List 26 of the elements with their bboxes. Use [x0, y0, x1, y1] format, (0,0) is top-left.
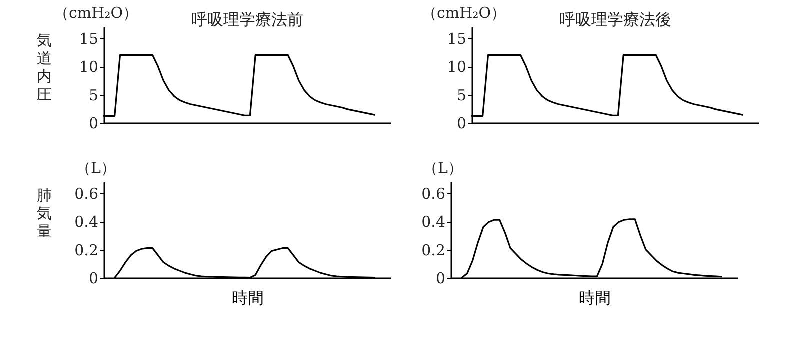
y-tick-label: 15	[79, 30, 98, 48]
y-tick-label: 0	[88, 114, 98, 132]
y-axis-title: 肺気量	[37, 186, 52, 240]
y-tick-label: 5	[88, 86, 98, 104]
y-tick-label: 0	[436, 270, 446, 288]
y-tick-label: 0	[88, 270, 98, 288]
y-tick-label: 0.6	[74, 184, 98, 203]
y-tick-label: 0.6	[422, 184, 446, 203]
y-tick-label: 0.2	[74, 241, 98, 260]
y-tick-label: 0.4	[74, 213, 98, 232]
y-tick-label: 0	[456, 114, 466, 132]
chart-title: 呼吸理学療法後	[560, 10, 672, 29]
y-tick-label: 10	[79, 58, 98, 76]
text: （cmH₂O）	[422, 4, 506, 22]
y-tick-label: 15	[447, 30, 466, 48]
text: （L）	[76, 159, 116, 177]
text: （L）	[423, 159, 463, 177]
text: （cmH₂O）	[54, 4, 138, 22]
y-tick-label: 0.2	[422, 241, 446, 260]
y-axis-title: 気道内圧	[37, 32, 52, 104]
y-tick-label: 5	[456, 86, 466, 104]
y-tick-label: 0.4	[422, 213, 446, 232]
x-axis-title: 時間	[232, 288, 264, 308]
y-tick-label: 10	[447, 58, 466, 76]
chart-title: 呼吸理学療法前	[192, 10, 304, 29]
x-axis-title: 時間	[579, 288, 611, 308]
